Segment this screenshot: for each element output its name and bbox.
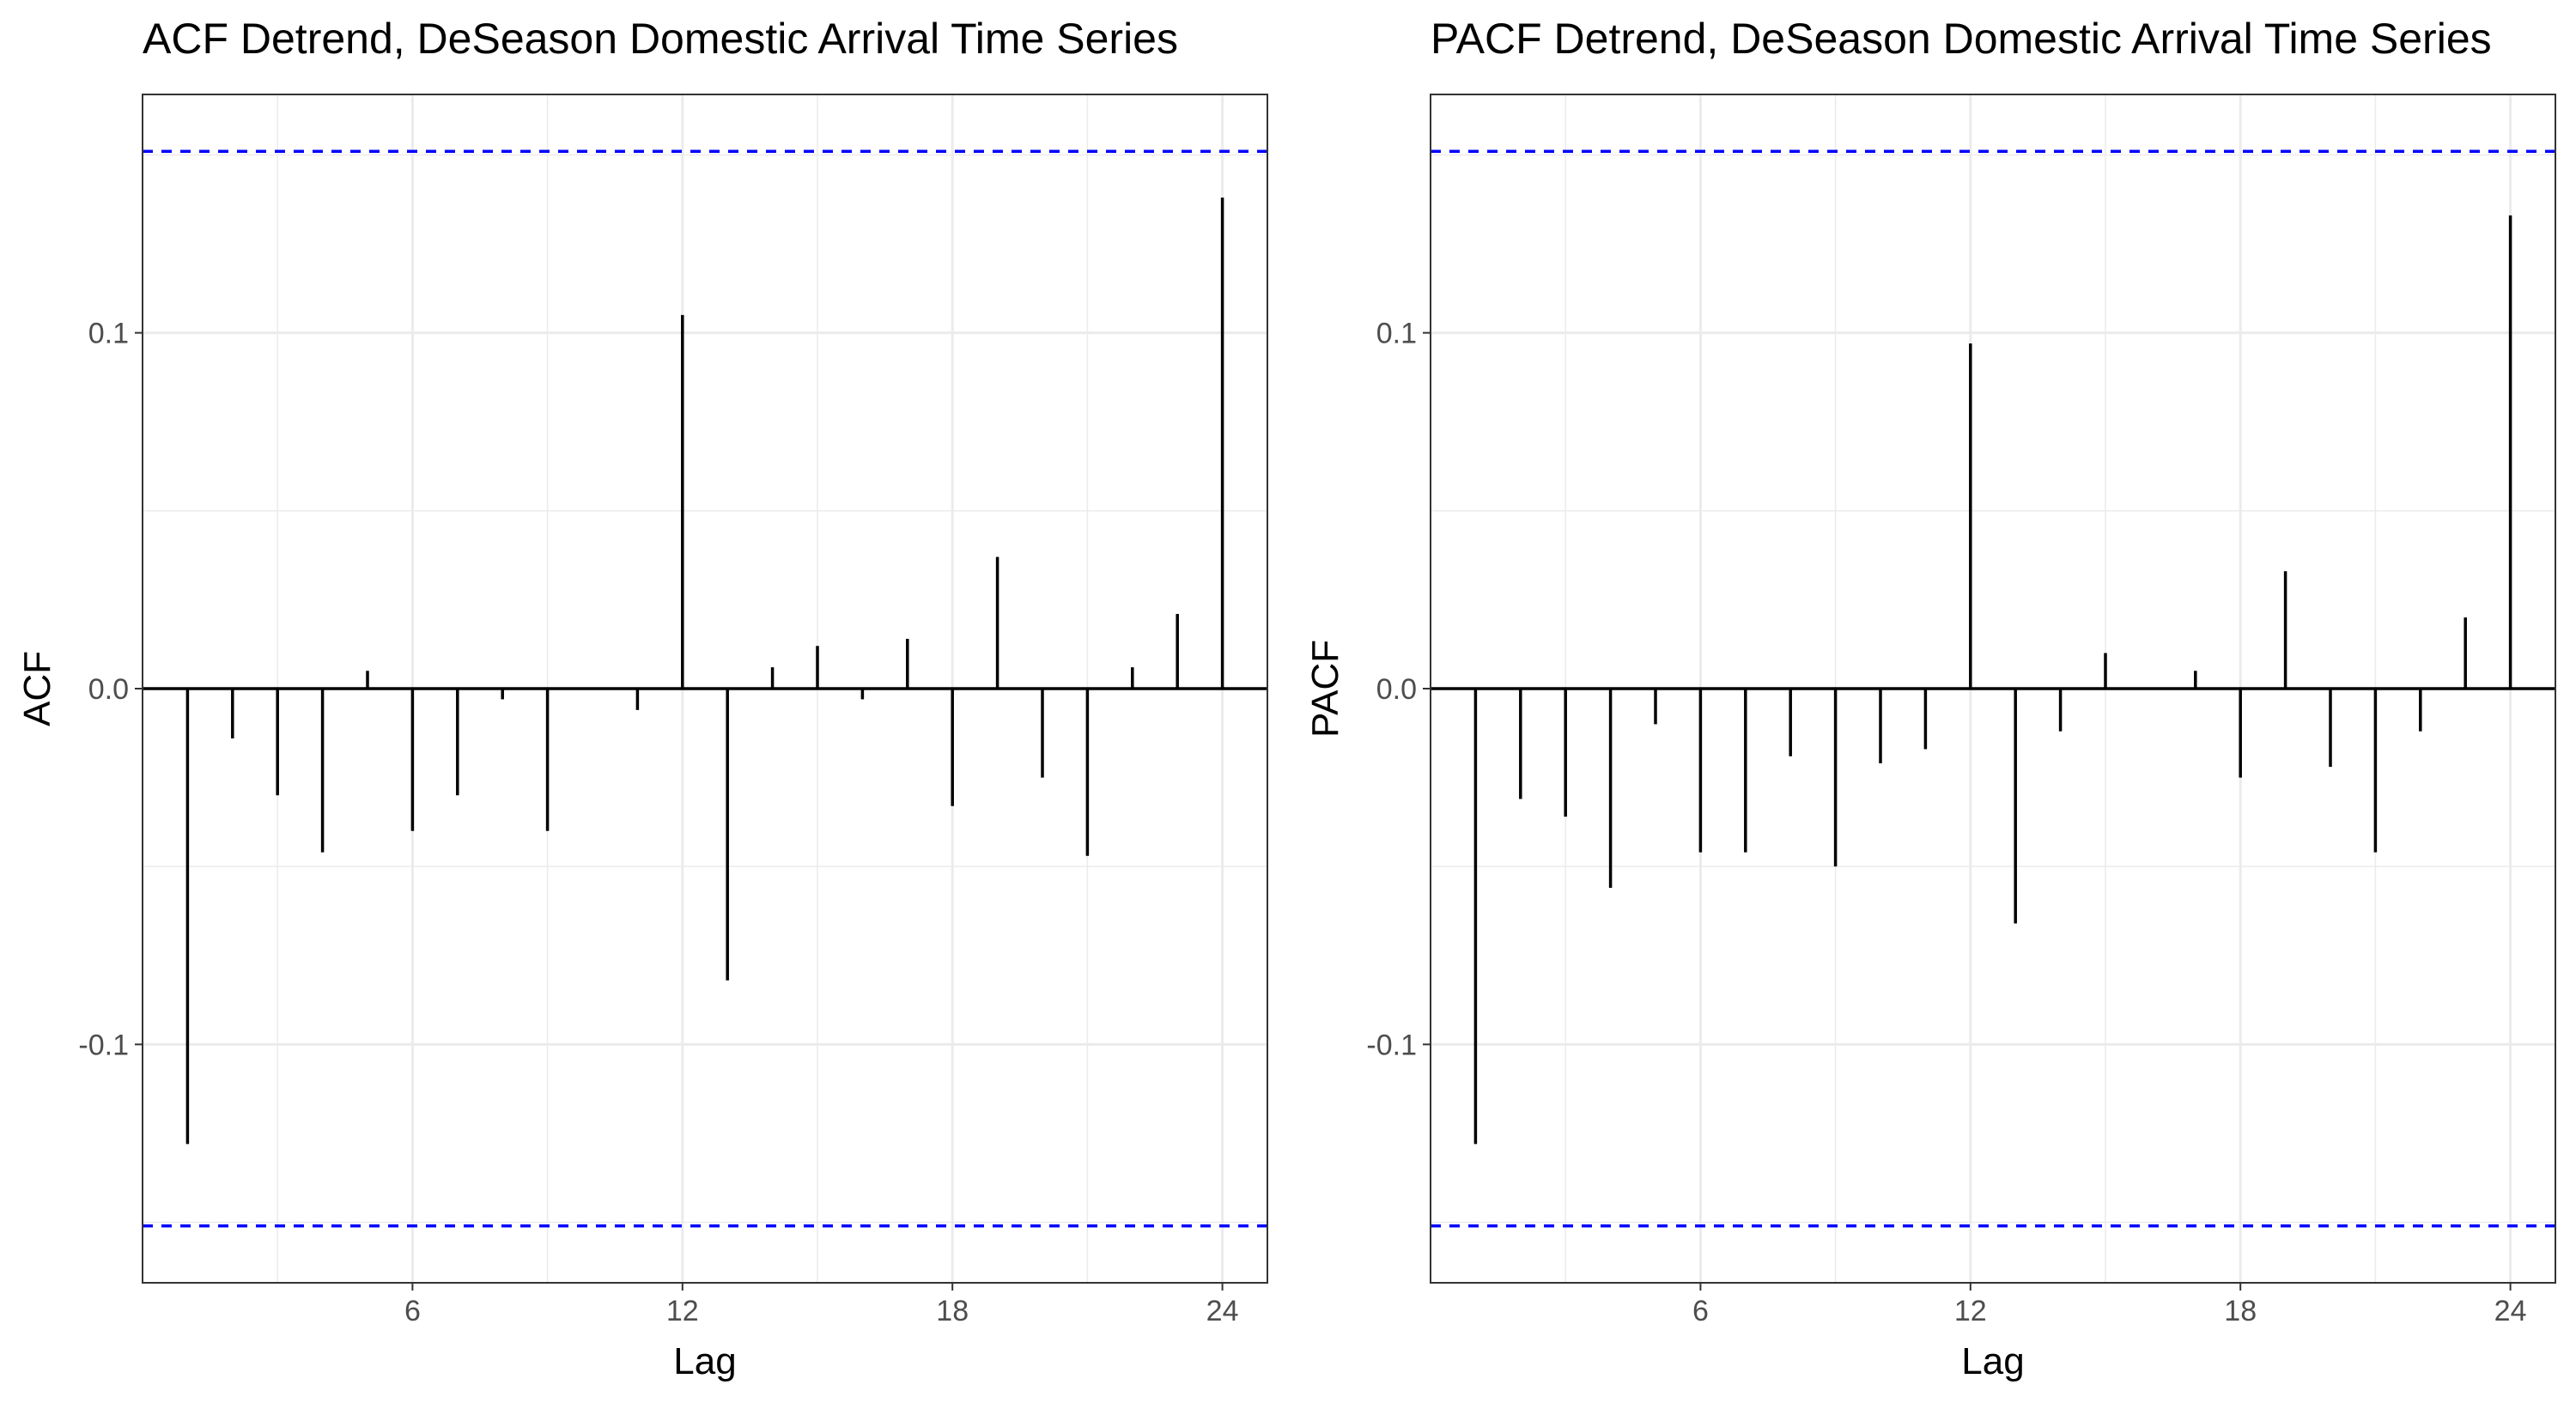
acf-y-axis-title: ACF — [16, 651, 58, 726]
pacf-x-axis: 6 12 18 24 — [1692, 1283, 2527, 1327]
pacf-x-tick-label: 24 — [2494, 1295, 2527, 1327]
acf-x-axis: 6 12 18 24 — [404, 1283, 1239, 1327]
pacf-x-tick-label: 12 — [1954, 1295, 1987, 1327]
acf-title: ACF Detrend, DeSeason Domestic Arrival T… — [143, 15, 1178, 63]
acf-x-tick-label: 18 — [936, 1295, 969, 1327]
pacf-x-axis-title: Lag — [1961, 1340, 2024, 1382]
acf-y-tick-label: 0.0 — [88, 673, 129, 706]
acf-x-tick-label: 12 — [666, 1295, 699, 1327]
pacf-y-tick-label: 0.0 — [1376, 673, 1417, 706]
acf-x-axis-title: Lag — [673, 1340, 736, 1382]
acf-bars — [185, 197, 1224, 1145]
pacf-panel: PACF Detrend, DeSeason Domestic Arrival … — [1304, 15, 2556, 1382]
pacf-bars — [1473, 215, 2512, 1145]
pacf-x-tick-label: 6 — [1692, 1295, 1709, 1327]
acf-y-tick-label: 0.1 — [88, 318, 129, 350]
acf-y-tick-label: -0.1 — [78, 1029, 129, 1061]
acf-x-tick-label: 6 — [404, 1295, 421, 1327]
pacf-y-axis: -0.1 0.0 0.1 — [1366, 318, 1431, 1061]
acf-panel: ACF Detrend, DeSeason Domestic Arrival T… — [16, 15, 1268, 1382]
pacf-y-tick-label: 0.1 — [1376, 318, 1417, 350]
pacf-y-axis-title: PACF — [1304, 640, 1346, 738]
pacf-x-tick-label: 18 — [2224, 1295, 2257, 1327]
acf-y-axis: -0.1 0.0 0.1 — [78, 318, 143, 1061]
acf-x-tick-label: 24 — [1206, 1295, 1239, 1327]
pacf-title: PACF Detrend, DeSeason Domestic Arrival … — [1431, 15, 2492, 63]
pacf-y-tick-label: -0.1 — [1366, 1029, 1417, 1061]
